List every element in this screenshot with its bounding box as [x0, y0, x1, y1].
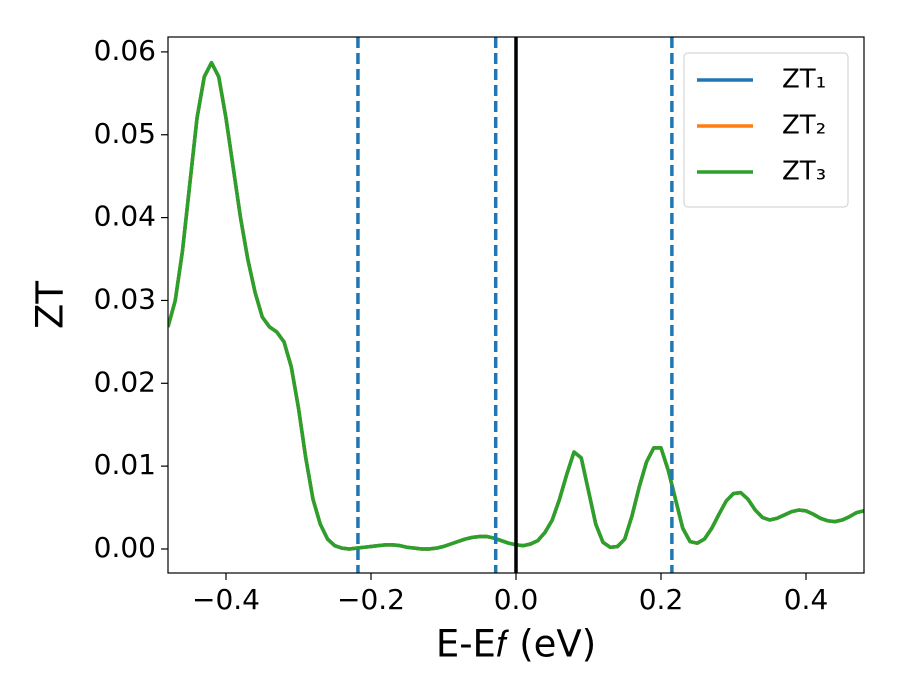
- y-tick-label: 0.03: [94, 282, 156, 315]
- legend-label: ZT₁: [782, 65, 826, 95]
- x-tick-label: 0.2: [639, 583, 684, 616]
- x-tick-label: −0.2: [337, 583, 405, 616]
- x-tick-label: 0.0: [494, 583, 539, 616]
- y-tick-label: 0.06: [94, 34, 156, 67]
- legend-label: ZT₃: [782, 157, 826, 187]
- y-tick-label: 0.01: [94, 448, 156, 481]
- x-axis-label: E-E𝑓 (eV): [436, 623, 596, 666]
- y-tick-label: 0.04: [94, 200, 156, 233]
- y-tick-label: 0.02: [94, 365, 156, 398]
- x-tick-label: −0.4: [192, 583, 260, 616]
- plot-frame: [167, 36, 865, 574]
- y-axis-label: ZT: [29, 281, 72, 329]
- legend-label: ZT₂: [782, 111, 826, 141]
- legend-box: [683, 52, 849, 208]
- y-tick-label: 0.00: [94, 531, 156, 564]
- x-tick-label: 0.4: [784, 583, 829, 616]
- y-tick-label: 0.05: [94, 117, 156, 150]
